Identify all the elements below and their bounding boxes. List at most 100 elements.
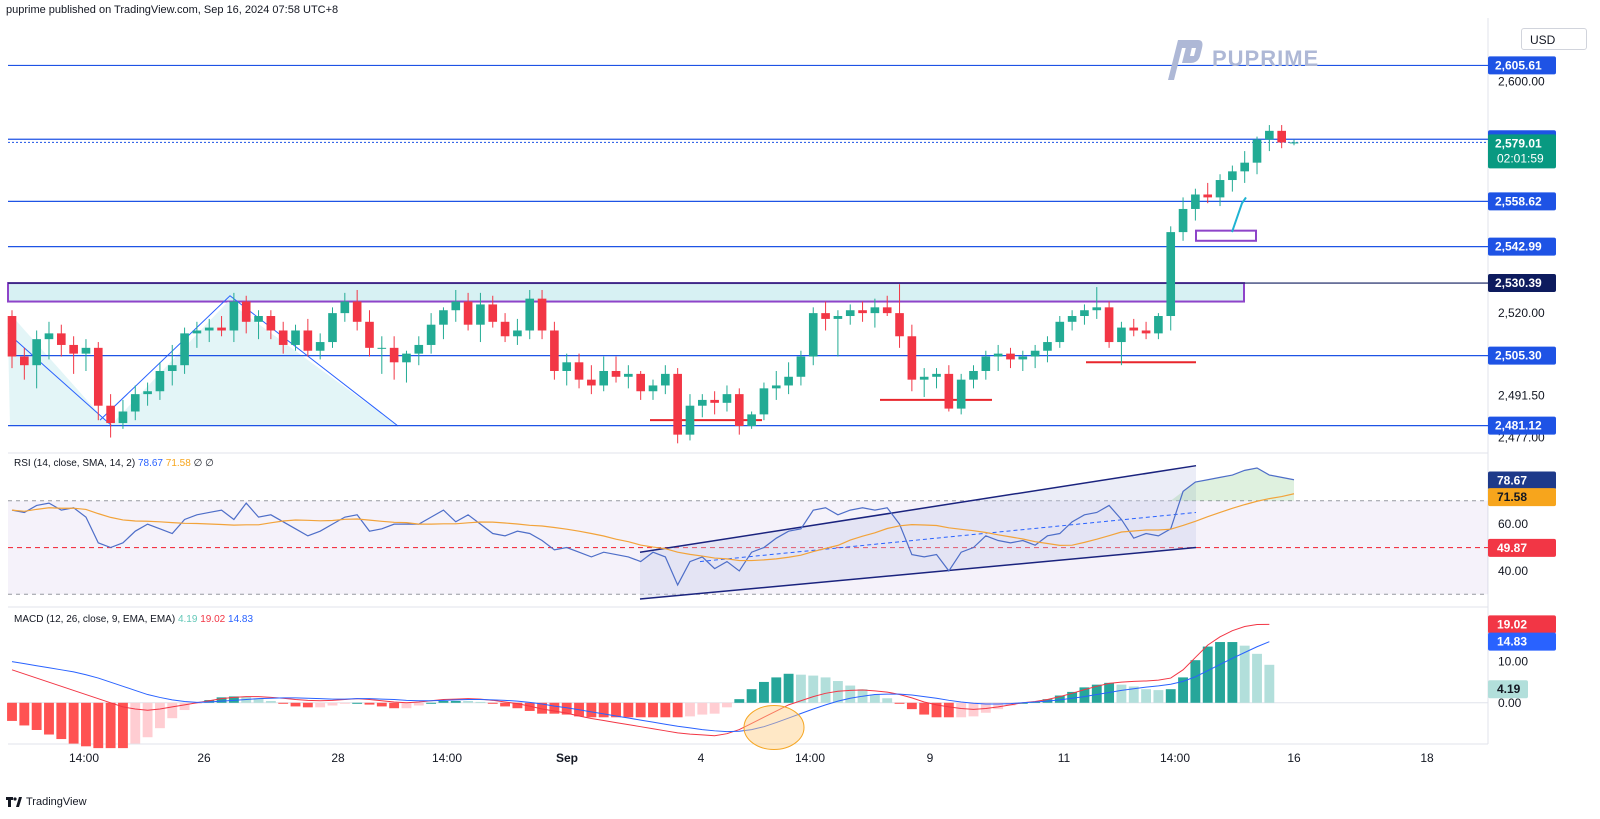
- price-level-badge: [1488, 416, 1556, 435]
- candle-body: [734, 394, 744, 426]
- candle-body: [278, 330, 288, 345]
- macd-histogram-bar: [426, 702, 437, 704]
- candle-body: [143, 391, 152, 395]
- candle-body: [130, 394, 140, 412]
- rsi-legend: RSI (14, close, SMA, 14, 2) 78.67 71.58 …: [14, 458, 214, 469]
- rsi-tick-label: 60.00: [1498, 517, 1528, 531]
- candle-body: [611, 370, 621, 377]
- rsi-extra: ∅ ∅: [193, 458, 214, 469]
- candle-body: [180, 333, 189, 366]
- candle-body: [266, 316, 276, 331]
- price-tick-label: 2,491.50: [1498, 389, 1545, 403]
- candle-body: [587, 379, 596, 386]
- candle-body: [562, 362, 572, 371]
- price-level-badge: [1488, 237, 1556, 256]
- macd-histogram-bar: [1079, 687, 1090, 703]
- macd-histogram-bar: [808, 675, 819, 703]
- macd-histogram-bar: [906, 702, 917, 710]
- price-level-badge-label: 2,481.12: [1495, 419, 1542, 433]
- candle-body: [648, 385, 658, 392]
- last-price-badge: [1488, 134, 1556, 169]
- candle-body: [476, 304, 485, 325]
- macd-histogram-bar: [1178, 677, 1188, 703]
- macd-histogram-bar: [771, 677, 782, 703]
- macd-badge: [1488, 680, 1528, 699]
- macd-histogram-bar: [327, 702, 338, 706]
- rsi-badge: [1488, 488, 1556, 507]
- macd-histogram-bar: [943, 702, 954, 718]
- rsi-channel-lower: [639, 546, 1197, 600]
- macd-histogram-bar: [611, 702, 621, 718]
- candle-body: [303, 330, 313, 351]
- macd-histogram-bar: [475, 701, 486, 703]
- pullback-arrow-icon: [1231, 196, 1247, 233]
- price-tick-label: 2,600.00: [1498, 75, 1545, 89]
- macd-histogram-bar: [956, 702, 967, 718]
- macd-histogram-bar: [19, 702, 30, 726]
- signal-line: [11, 641, 1270, 733]
- candle-body: [377, 347, 387, 349]
- macd-line: [11, 623, 1270, 737]
- candle-body: [747, 414, 756, 426]
- candle-body: [402, 353, 411, 363]
- candle-body: [20, 356, 29, 366]
- macd-tick-label: 10.00: [1498, 655, 1528, 669]
- macd-badge-label: 4.19: [1497, 682, 1521, 696]
- candle-body: [1228, 171, 1237, 181]
- candle-body: [944, 373, 954, 409]
- macd-histogram-bar: [1054, 695, 1065, 703]
- candle-body: [808, 313, 818, 357]
- rsi-channel-fill: [640, 465, 1196, 599]
- candle-body: [599, 370, 609, 386]
- macd-histogram-bar: [919, 702, 930, 715]
- footer-text: TradingView: [26, 796, 87, 808]
- macd-histogram-bar: [68, 702, 79, 744]
- candle-body: [1277, 130, 1286, 143]
- candle-body: [550, 330, 559, 371]
- candle-body: [241, 301, 251, 322]
- macd-histogram-bar: [1264, 664, 1275, 703]
- candle-body: [771, 385, 781, 389]
- candle-body: [69, 344, 78, 354]
- macd-histogram-bar: [302, 702, 313, 708]
- footer[interactable]: TradingView: [6, 796, 87, 808]
- candle-body: [328, 313, 337, 343]
- tradingview-logo-icon: [6, 797, 22, 807]
- macd-histogram-bar: [623, 702, 634, 718]
- candle-body: [759, 388, 769, 415]
- currency-button[interactable]: USD: [1521, 28, 1587, 50]
- macd-histogram-bar: [845, 685, 856, 703]
- candle-body: [500, 321, 510, 337]
- macd-histogram-bar: [1091, 684, 1102, 703]
- candle-body: [1129, 327, 1139, 331]
- macd-badge: [1488, 632, 1556, 651]
- macd-histogram-bar: [339, 702, 350, 704]
- macd-histogram-bar: [524, 702, 535, 711]
- candle-body: [451, 301, 461, 311]
- candle-body: [488, 304, 498, 322]
- rsi-badge-label: 78.67: [1497, 473, 1527, 487]
- macd-badge-label: 19.02: [1497, 617, 1527, 631]
- macd-histogram-bar: [253, 698, 264, 703]
- macd-histogram-bar: [1128, 686, 1139, 703]
- candle-body: [56, 333, 66, 345]
- triangle-line: [99, 295, 399, 427]
- candle-body: [870, 307, 880, 314]
- macd-histogram-bar: [167, 702, 178, 719]
- macd-histogram-bar: [93, 702, 104, 749]
- price-level-badge-label: 2,505.30: [1495, 349, 1542, 363]
- rsi-sma-line: [11, 493, 1295, 562]
- macd-histogram-bar: [31, 702, 42, 730]
- countdown-label: 02:01:59: [1497, 151, 1544, 165]
- price-level-badge-label: 2,542.99: [1495, 240, 1542, 254]
- macd-histogram-bar: [672, 702, 683, 718]
- price-level-badge-label: 2,558.62: [1495, 194, 1542, 208]
- macd-histogram-bar: [265, 700, 276, 703]
- macd-histogram-bar: [216, 697, 227, 703]
- macd-histogram-bar: [820, 677, 831, 703]
- price-level-badge: [1488, 274, 1556, 293]
- macd-tick-label: 0.00: [1498, 696, 1522, 710]
- candle-body: [1030, 350, 1040, 357]
- macd-histogram-bar: [1067, 691, 1078, 703]
